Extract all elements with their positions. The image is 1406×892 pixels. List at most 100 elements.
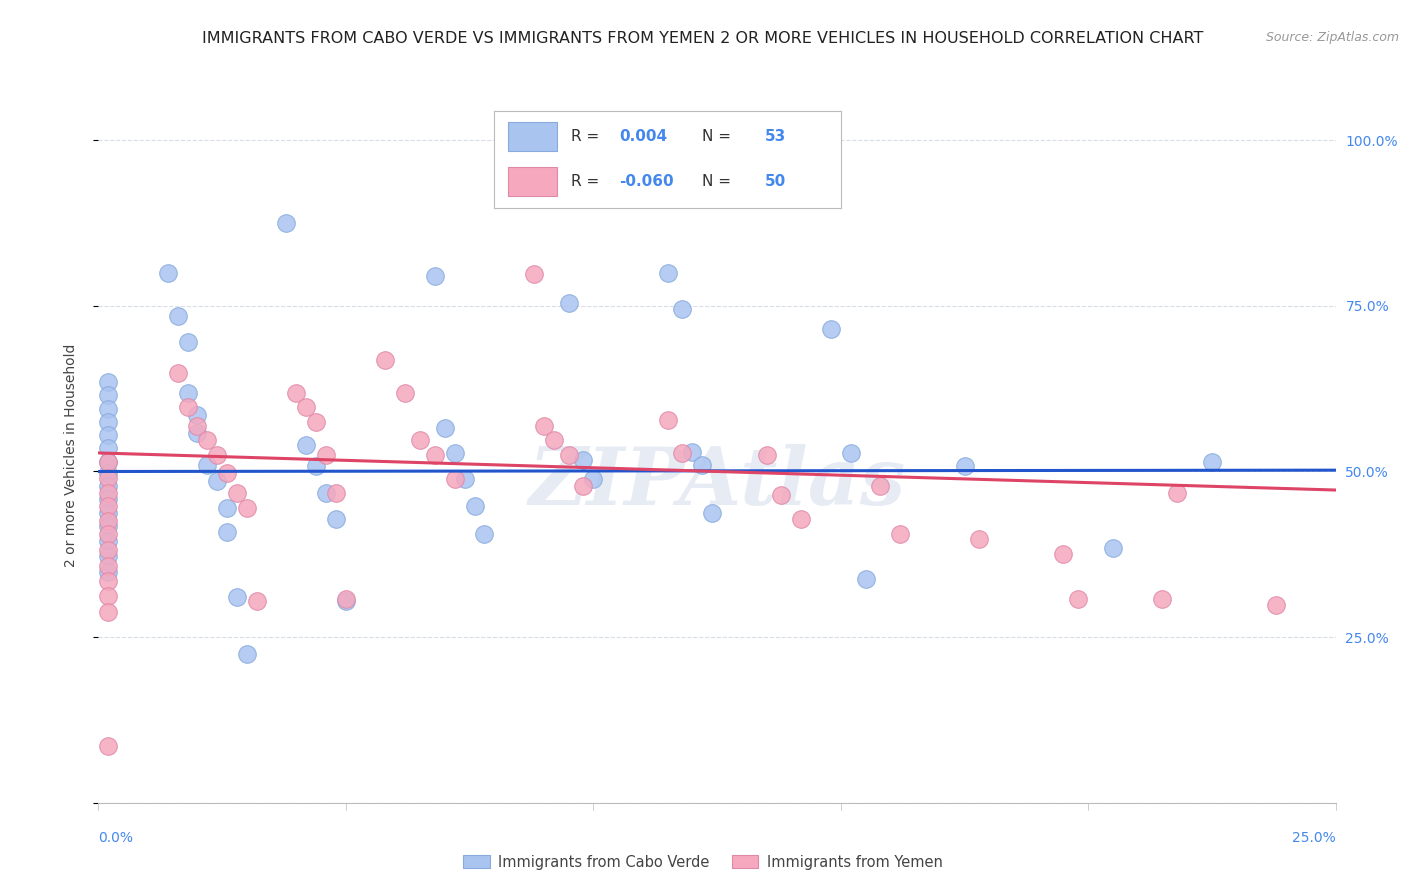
Point [176, 400, 198, 414]
Point [186, 408, 208, 422]
Point [443, 472, 465, 486]
Point [97, 375, 120, 389]
Point [97, 454, 120, 468]
Point [97, 605, 120, 619]
Point [97, 527, 120, 541]
Point [217, 525, 239, 540]
Point [325, 485, 347, 500]
Point [97, 454, 120, 468]
Point [156, 266, 179, 280]
Point [572, 479, 595, 493]
Text: 0.0%: 0.0% [98, 830, 134, 845]
Point [315, 485, 337, 500]
Point [671, 302, 693, 317]
Point [305, 459, 328, 474]
Point [681, 444, 703, 458]
Point [464, 499, 486, 513]
Point [335, 593, 357, 607]
Point [97, 506, 120, 520]
Point [97, 492, 120, 507]
Legend: Immigrants from Cabo Verde, Immigrants from Yemen: Immigrants from Cabo Verde, Immigrants f… [457, 849, 949, 876]
Point [97, 401, 120, 416]
Point [97, 565, 120, 579]
Point [186, 425, 208, 440]
Point [97, 499, 120, 513]
Point [790, 512, 813, 526]
Point [1265, 599, 1288, 613]
Point [97, 388, 120, 402]
Point [176, 386, 198, 401]
Point [657, 266, 679, 280]
Point [325, 512, 347, 526]
Point [97, 442, 120, 456]
Point [755, 448, 778, 462]
Point [236, 647, 259, 661]
Point [443, 446, 465, 460]
Point [97, 558, 120, 573]
Point [195, 433, 218, 447]
Point [474, 527, 496, 541]
Point [335, 591, 357, 606]
Point [533, 419, 555, 434]
Point [97, 739, 120, 754]
Point [97, 589, 120, 603]
Point [1152, 591, 1174, 606]
Point [433, 421, 456, 435]
Point [205, 448, 228, 462]
Point [1052, 547, 1074, 561]
Point [226, 591, 249, 605]
Point [889, 527, 911, 541]
Text: 25.0%: 25.0% [1292, 830, 1336, 845]
Point [97, 485, 120, 500]
Point [1102, 541, 1125, 555]
Point [205, 475, 228, 489]
Point [226, 485, 249, 500]
Point [523, 267, 546, 281]
Point [97, 467, 120, 481]
Point [97, 415, 120, 429]
Point [186, 419, 208, 434]
Text: Source: ZipAtlas.com: Source: ZipAtlas.com [1265, 31, 1399, 45]
Point [295, 400, 318, 414]
Point [97, 471, 120, 485]
Point [166, 367, 188, 381]
Point [855, 572, 877, 586]
Point [97, 549, 120, 564]
Point [217, 500, 239, 515]
Point [305, 415, 328, 429]
Point [557, 448, 579, 462]
Point [770, 488, 793, 502]
Point [1201, 454, 1223, 468]
Point [195, 458, 218, 472]
Point [423, 268, 446, 283]
Point [97, 514, 120, 528]
Point [453, 472, 475, 486]
Point [97, 428, 120, 442]
Point [166, 309, 188, 323]
Point [246, 593, 269, 607]
Point [374, 353, 396, 368]
Point [394, 386, 416, 401]
Point [97, 479, 120, 493]
Point [276, 216, 298, 230]
Point [953, 459, 976, 474]
Point [97, 518, 120, 533]
Point [671, 446, 693, 460]
Y-axis label: 2 or more Vehicles in Household: 2 or more Vehicles in Household [63, 343, 77, 566]
Point [423, 448, 446, 462]
Point [176, 335, 198, 350]
Point [236, 500, 259, 515]
Point [582, 472, 605, 486]
Point [409, 433, 432, 447]
Point [97, 534, 120, 549]
Point [839, 446, 862, 460]
Point [315, 448, 337, 462]
Point [700, 506, 723, 520]
Point [557, 295, 579, 310]
Point [285, 386, 308, 401]
Point [1166, 485, 1188, 500]
Point [869, 479, 891, 493]
Point [543, 433, 565, 447]
Point [657, 413, 679, 427]
Point [820, 322, 842, 336]
